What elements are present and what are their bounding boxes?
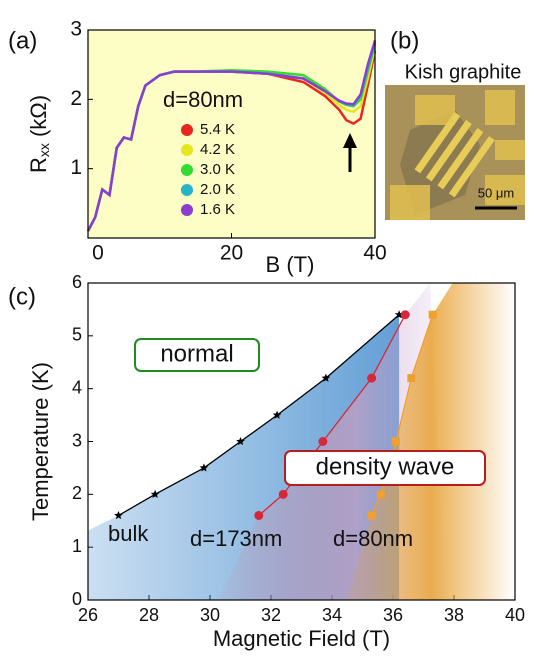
series-label: bulk bbox=[108, 521, 149, 546]
x-axis-label: B (T) bbox=[266, 252, 315, 277]
image-title: Kish graphite bbox=[405, 61, 522, 83]
panel-label: (a) bbox=[8, 27, 37, 54]
series-label: d=80nm bbox=[333, 526, 413, 551]
marker bbox=[401, 310, 410, 319]
x-tick-label: 32 bbox=[261, 605, 281, 625]
y-axis-label-sub: xx bbox=[36, 143, 52, 157]
legend-label: 5.4 K bbox=[200, 121, 235, 138]
legend-label: 1.6 K bbox=[200, 201, 235, 218]
legend-title: d=80nm bbox=[163, 87, 243, 112]
x-tick-label: 36 bbox=[383, 605, 403, 625]
y-tick-label: 1 bbox=[72, 536, 82, 556]
y-tick-label: 3 bbox=[70, 18, 82, 41]
legend-swatch bbox=[181, 204, 193, 216]
x-tick-label: 20 bbox=[220, 242, 243, 265]
marker bbox=[392, 438, 400, 446]
marker bbox=[377, 490, 385, 498]
electrode bbox=[485, 90, 515, 125]
annotation: density wave bbox=[316, 453, 455, 480]
series-label: d=173nm bbox=[190, 526, 282, 551]
x-tick-label: 40 bbox=[363, 242, 386, 265]
y-tick-label: 3 bbox=[72, 430, 82, 450]
marker bbox=[279, 490, 288, 499]
marker bbox=[254, 511, 263, 520]
electrode bbox=[495, 140, 525, 160]
y-tick-label: 6 bbox=[72, 272, 82, 292]
marker bbox=[318, 437, 327, 446]
legend-swatch bbox=[181, 124, 193, 136]
x-tick-label: 30 bbox=[200, 605, 220, 625]
y-axis-label-unit: (kΩ) bbox=[26, 95, 51, 143]
y-axis-label: Temperature (K) bbox=[28, 362, 53, 521]
legend-swatch bbox=[181, 184, 193, 196]
panel-label: (c) bbox=[8, 283, 36, 310]
y-tick-label: 2 bbox=[70, 87, 82, 110]
legend-swatch bbox=[181, 144, 193, 156]
scale-bar-label: 50 μm bbox=[478, 185, 514, 200]
annotation: normal bbox=[160, 340, 233, 367]
x-tick-label: 38 bbox=[444, 605, 464, 625]
x-tick-label: 34 bbox=[322, 605, 342, 625]
y-tick-label: 1 bbox=[70, 156, 82, 179]
electrode bbox=[390, 185, 430, 220]
y-tick-label: 5 bbox=[72, 325, 82, 345]
y-tick-label: 0 bbox=[72, 589, 82, 609]
marker bbox=[407, 374, 415, 382]
x-tick-label: 0 bbox=[92, 242, 104, 265]
x-axis-label: Magnetic Field (T) bbox=[213, 626, 390, 651]
x-tick-label: 40 bbox=[505, 605, 525, 625]
panel-label: (b) bbox=[390, 27, 419, 54]
figure: (a)02040123B (T)Rxx (kΩ)d=80nm5.4 K4.2 K… bbox=[0, 0, 539, 660]
y-tick-label: 2 bbox=[72, 483, 82, 503]
legend-swatch bbox=[181, 164, 193, 176]
marker bbox=[429, 311, 437, 319]
marker bbox=[368, 511, 376, 519]
legend-label: 4.2 K bbox=[200, 141, 235, 158]
marker bbox=[367, 374, 376, 383]
y-axis-label-main: R bbox=[26, 157, 51, 173]
x-tick-label: 28 bbox=[139, 605, 159, 625]
legend-label: 2.0 K bbox=[200, 181, 235, 198]
y-tick-label: 4 bbox=[72, 377, 82, 397]
y-axis-label: Rxx (kΩ) bbox=[26, 95, 52, 173]
legend-label: 3.0 K bbox=[200, 161, 235, 178]
